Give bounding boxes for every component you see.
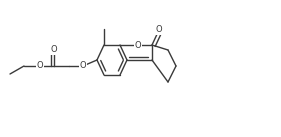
Text: O: O (156, 25, 162, 35)
Text: O: O (135, 41, 141, 49)
Text: O: O (51, 45, 57, 55)
Text: O: O (37, 62, 43, 71)
Text: O: O (80, 62, 86, 71)
